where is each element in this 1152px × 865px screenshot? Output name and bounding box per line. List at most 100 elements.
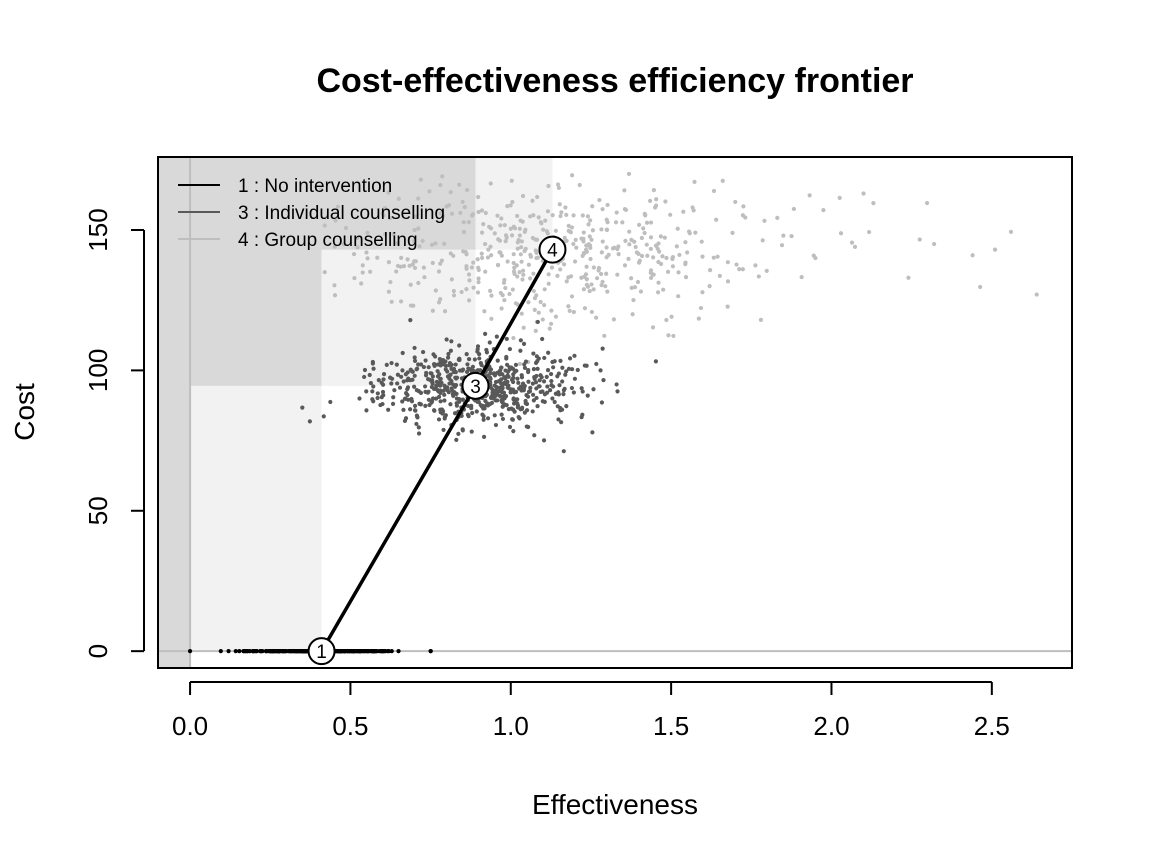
point-3-77 — [521, 341, 527, 346]
point-3-620 — [540, 399, 545, 404]
point-4-15 — [436, 300, 442, 305]
point-4-424 — [511, 260, 516, 266]
point-3-440 — [601, 378, 606, 383]
point-3-349 — [511, 429, 516, 434]
point-3-25 — [615, 389, 620, 394]
point-4-520 — [813, 255, 818, 261]
point-4-150 — [489, 316, 494, 321]
point-4-506 — [483, 241, 488, 247]
point-3-603 — [402, 418, 408, 424]
point-3-180 — [530, 409, 535, 414]
efficiency-frontier: 1 3 4 — [307, 235, 567, 666]
point-3-270 — [416, 431, 422, 436]
point-3-433 — [494, 385, 500, 390]
point-3-515 — [466, 366, 471, 371]
point-3-493 — [408, 367, 413, 372]
point-4-3 — [589, 237, 594, 242]
point-4-349 — [382, 206, 388, 211]
point-4-218 — [656, 280, 661, 285]
point-4-266 — [449, 211, 455, 216]
point-3-123 — [420, 349, 426, 355]
point-4-8 — [631, 297, 636, 303]
point-4-492 — [849, 240, 855, 245]
point-4-293 — [1139, 260, 1143, 264]
point-4-526 — [1034, 292, 1039, 297]
point-3-411 — [536, 384, 541, 389]
point-4-313 — [741, 204, 746, 209]
point-4-226 — [683, 275, 689, 280]
point-1-299 — [370, 649, 375, 654]
point-4-282 — [511, 269, 517, 274]
point-3-423 — [534, 354, 539, 359]
point-4-441 — [700, 290, 705, 295]
point-3-358 — [386, 407, 391, 412]
point-3-353 — [600, 346, 605, 351]
point-4-82 — [466, 272, 472, 277]
point-3-82 — [321, 414, 326, 419]
point-4-248 — [675, 226, 680, 231]
point-4-498 — [517, 233, 522, 238]
point-4-66 — [638, 289, 644, 294]
x-axis: 0.0 0.5 1.0 1.5 2.0 2.5 — [172, 681, 1010, 741]
point-4-268 — [644, 242, 649, 247]
point-3-306 — [569, 385, 575, 391]
point-4-437 — [600, 239, 605, 244]
point-3-427 — [507, 424, 513, 430]
point-3-477 — [510, 417, 515, 422]
point-4-246 — [866, 229, 872, 235]
point-1-323 — [428, 649, 433, 654]
point-4-258 — [571, 213, 576, 218]
point-4-36 — [526, 300, 531, 305]
point-4-167 — [332, 244, 337, 249]
point-3-396 — [414, 367, 419, 372]
point-4-435 — [563, 205, 568, 210]
point-1-298 — [271, 649, 276, 654]
point-4-13 — [368, 269, 373, 274]
point-3-264 — [454, 401, 459, 406]
point-3-113 — [328, 399, 333, 405]
point-4-99 — [650, 325, 656, 330]
point-3-544 — [406, 376, 411, 381]
point-4-323 — [413, 214, 418, 219]
point-3-171 — [448, 402, 453, 407]
point-3-103 — [537, 378, 542, 383]
point-4-462 — [674, 244, 679, 249]
point-3-272 — [550, 396, 555, 401]
point-4-306 — [837, 195, 842, 201]
point-3-246 — [563, 372, 568, 377]
point-3-580 — [481, 414, 486, 419]
point-1-302 — [245, 649, 250, 654]
point-4-105 — [498, 223, 503, 228]
point-4-348 — [375, 255, 380, 260]
point-3-258 — [590, 430, 595, 435]
point-3-504 — [442, 392, 447, 397]
point-3-494 — [460, 397, 465, 402]
point-1-317 — [357, 649, 363, 654]
point-3-501 — [551, 365, 556, 370]
point-3-428 — [599, 400, 605, 405]
point-4-490 — [636, 251, 641, 256]
point-3-195 — [534, 395, 539, 401]
point-3-583 — [469, 429, 474, 434]
point-4-292 — [561, 262, 567, 267]
point-4-252 — [464, 287, 469, 292]
point-3-402 — [479, 362, 484, 368]
plot-frame — [157, 156, 1073, 669]
point-4-463 — [597, 197, 602, 203]
point-3-331 — [416, 425, 421, 430]
point-4-459 — [635, 279, 641, 285]
point-3-415 — [499, 381, 504, 386]
point-4-356 — [498, 290, 503, 296]
point-3-251 — [457, 356, 462, 361]
point-3-136 — [399, 374, 404, 379]
point-4-395 — [611, 317, 616, 322]
point-3-232 — [527, 389, 533, 394]
point-4-270 — [708, 268, 713, 273]
point-3-7 — [531, 398, 536, 403]
point-4-464 — [623, 238, 628, 243]
point-4-336 — [541, 227, 546, 232]
point-4-423 — [534, 237, 540, 242]
point-3-540 — [410, 377, 415, 382]
point-3-230 — [513, 362, 519, 367]
point-3-318 — [489, 400, 495, 405]
